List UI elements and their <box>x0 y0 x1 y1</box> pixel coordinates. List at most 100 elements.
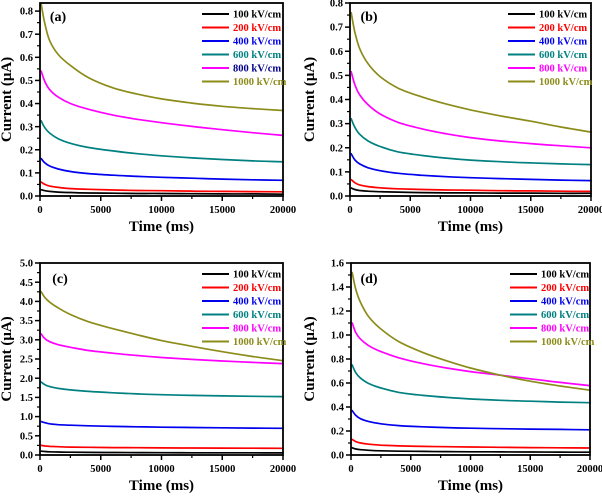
series-curve-600-kV-cm <box>350 117 592 166</box>
y-tick-label: 0.3 <box>20 122 33 133</box>
x-tick-label: 5000 <box>400 205 421 216</box>
y-tick-label: 1.0 <box>20 412 33 423</box>
x-tick-label: 5000 <box>400 464 421 475</box>
y-tick-label: 0.5 <box>330 71 343 82</box>
series-curve-200-kV-cm <box>350 178 592 193</box>
y-axis-title: Current (μA) <box>0 316 15 401</box>
legend-label: 1000 kV/cm <box>233 337 287 348</box>
series-curve-100-kV-cm <box>350 187 592 195</box>
plot-frame <box>349 2 592 197</box>
y-tick-label: 1.4 <box>331 283 345 294</box>
panel-a-chart: 0.0 0.1 0.2 0.3 0.4 0.5 0.6 0.7 0.8 0 5000 10000 150… <box>0 2 296 235</box>
y-tick-label: 1.5 <box>20 393 33 404</box>
x-tick-label: 20000 <box>577 464 602 475</box>
legend-label: 800 kV/cm <box>539 64 587 75</box>
y-axis-title: Current (μA) <box>0 57 15 142</box>
legend-label: 200 kV/cm <box>539 23 587 34</box>
y-tick-label: 0.4 <box>330 95 344 106</box>
y-tick-label: 0.1 <box>20 168 33 179</box>
series-curve-800-kV-cm <box>351 322 591 387</box>
legend-label: 800 kV/cm <box>541 324 589 335</box>
panel-d-chart: 0.0 0.2 0.4 0.6 0.8 1.0 1.2 1.4 1.6 0 5000 10000 150… <box>302 259 602 494</box>
y-tick-label: 0.2 <box>331 427 344 438</box>
x-axis-title: Time (ms) <box>438 478 503 494</box>
series-curve-100-kV-cm <box>351 446 591 454</box>
series-curve-400-kV-cm <box>350 152 592 182</box>
y-tick-label: 0.2 <box>330 143 343 154</box>
legend-label: 600 kV/cm <box>541 310 589 321</box>
x-axis-title: Time (ms) <box>129 478 194 494</box>
y-tick-label: 0.2 <box>20 145 33 156</box>
x-tick-label: 10000 <box>148 464 174 475</box>
panel-b: 0.0 0.1 0.2 0.3 0.4 0.5 0.6 0.7 0.8 0 5000 10000 150… <box>301 0 602 248</box>
series-curve-1000-kV-cm <box>40 290 284 362</box>
x-axis-title: Time (ms) <box>438 219 503 235</box>
y-tick-label: 1.0 <box>331 331 344 342</box>
legend-label: 200 kV/cm <box>233 23 281 34</box>
y-axis-title: Current (μA) <box>302 316 318 401</box>
panel-c-chart: 0.0 0.5 1.0 1.5 2.0 2.5 3.0 3.5 4.0 4.5 5.0 0 5000 10… <box>0 259 296 494</box>
legend-label: 600 kV/cm <box>233 50 281 61</box>
legend-label: 600 kV/cm <box>233 310 281 321</box>
legend-label: 100 kV/cm <box>541 270 589 281</box>
x-tick-label: 15000 <box>209 205 235 216</box>
y-tick-label: 0.8 <box>20 7 33 18</box>
y-tick-label: 4.0 <box>20 297 33 308</box>
y-tick-label: 3.0 <box>20 335 33 346</box>
legend-label: 1000 kV/cm <box>539 77 593 88</box>
panel-label: (b) <box>360 10 377 25</box>
x-tick-label: 0 <box>37 464 42 475</box>
legend-label: 100 kV/cm <box>233 270 281 281</box>
x-tick-label: 5000 <box>90 464 111 475</box>
plot-frame <box>39 2 284 197</box>
x-tick-label: 15000 <box>517 464 543 475</box>
series-curve-200-kV-cm <box>351 438 591 449</box>
y-tick-label: 0.6 <box>330 47 343 58</box>
legend-label: 800 kV/cm <box>233 64 281 75</box>
y-tick-label: 0.7 <box>330 23 343 34</box>
series-curve-100-kV-cm <box>40 450 284 454</box>
y-tick-label: 0.8 <box>331 355 344 366</box>
y-tick-label: 0.0 <box>330 192 343 203</box>
legend-label: 1000 kV/cm <box>233 77 287 88</box>
series-curve-600-kV-cm <box>40 120 284 163</box>
series-curve-800-kV-cm <box>40 70 284 137</box>
y-tick-label: 4.5 <box>20 278 33 289</box>
series-curve-800-kV-cm <box>350 70 592 149</box>
panel-b-chart: 0.0 0.1 0.2 0.3 0.4 0.5 0.6 0.7 0.8 0 5000 10000 150… <box>302 0 602 235</box>
x-tick-label: 20000 <box>270 205 296 216</box>
x-tick-label: 10000 <box>148 205 174 216</box>
x-axis-title: Time (ms) <box>129 219 194 235</box>
series-curve-1000-kV-cm <box>40 3 284 112</box>
y-tick-label: 0.0 <box>20 192 33 203</box>
x-tick-label: 5000 <box>90 205 111 216</box>
series-curve-600-kV-cm <box>40 381 284 398</box>
plot-frame <box>350 262 591 456</box>
x-tick-label: 20000 <box>578 205 602 216</box>
series-curve-1000-kV-cm <box>351 271 591 392</box>
x-tick-label: 10000 <box>457 205 483 216</box>
y-tick-label: 0.6 <box>20 53 33 64</box>
y-tick-label: 2.5 <box>20 355 33 366</box>
y-tick-label: 0.5 <box>20 76 33 87</box>
y-tick-label: 0.5 <box>20 431 33 442</box>
x-tick-label: 20000 <box>270 464 296 475</box>
y-tick-label: 5.0 <box>20 259 33 270</box>
series-curve-200-kV-cm <box>40 444 284 450</box>
legend-label: 400 kV/cm <box>541 297 589 308</box>
x-tick-label: 15000 <box>209 464 235 475</box>
legend-label: 1000 kV/cm <box>541 337 595 348</box>
series-curve-200-kV-cm <box>40 181 284 193</box>
x-tick-label: 0 <box>37 205 42 216</box>
y-tick-label: 0.8 <box>330 0 343 10</box>
panel-a: 0.0 0.1 0.2 0.3 0.4 0.5 0.6 0.7 0.8 0 5000 10000 150… <box>0 0 301 248</box>
legend-label: 200 kV/cm <box>541 283 589 294</box>
x-tick-label: 10000 <box>457 464 483 475</box>
panel-c: 0.0 0.5 1.0 1.5 2.0 2.5 3.0 3.5 4.0 4.5 5.0 0 5000 10… <box>0 248 301 497</box>
y-tick-label: 2.0 <box>20 374 33 385</box>
legend-label: 400 kV/cm <box>539 37 587 48</box>
series-curve-100-kV-cm <box>40 188 284 196</box>
legend-label: 200 kV/cm <box>233 283 281 294</box>
legend-label: 100 kV/cm <box>233 10 281 21</box>
legend-label: 600 kV/cm <box>539 50 587 61</box>
